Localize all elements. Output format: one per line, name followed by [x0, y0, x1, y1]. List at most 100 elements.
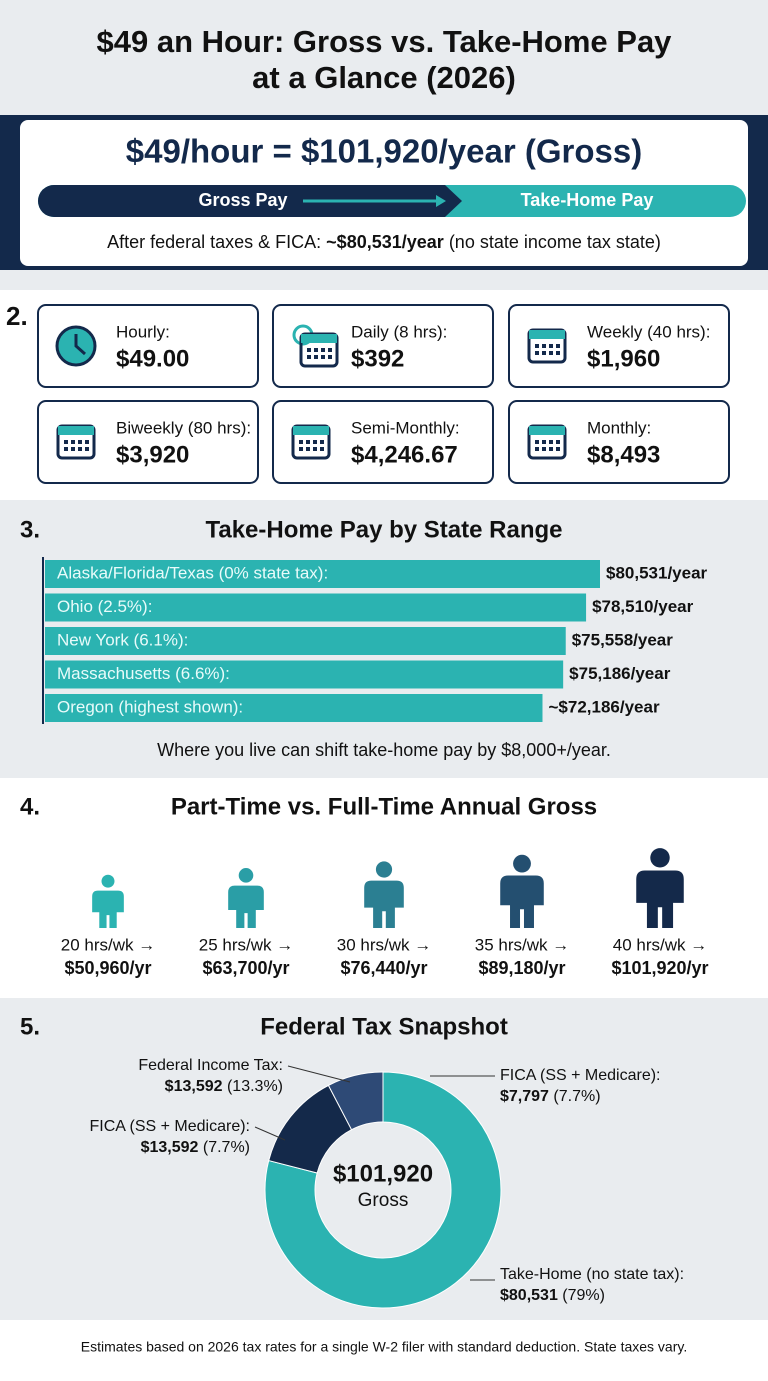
icon — [314, 355, 318, 359]
stat-card — [508, 400, 730, 484]
slice-label: Take-Home (no state tax): — [500, 1266, 684, 1283]
section-title: Part-Time vs. Full-Time Annual Gross — [171, 793, 597, 820]
icon — [299, 440, 303, 444]
icon — [74, 334, 86, 356]
icon — [306, 440, 310, 444]
person-body — [92, 890, 124, 928]
slice-percent: (7.7%) — [203, 1139, 250, 1156]
person-head — [238, 868, 254, 883]
stat-label: Monthly: — [587, 418, 651, 437]
gross-label: $89,180/yr — [478, 958, 565, 978]
gross-label: $63,700/yr — [202, 958, 289, 978]
icon — [299, 447, 303, 451]
bar-category: New York (6.1%): — [57, 630, 188, 649]
person-head — [375, 861, 393, 878]
gross-label: $76,440/yr — [340, 958, 427, 978]
slice-amount: $80,531 — [500, 1287, 558, 1304]
slice-value: $80,531 (79%) — [500, 1287, 605, 1304]
value-label: $75,186/year — [569, 664, 671, 683]
stat-value: $49.00 — [116, 345, 189, 372]
stat-card — [508, 304, 730, 388]
icon — [328, 355, 332, 359]
slice-amount: $13,592 — [141, 1139, 199, 1156]
icon — [321, 355, 325, 359]
hours-label: 30 hrs/wk → — [337, 935, 431, 954]
person-head — [513, 854, 531, 873]
person-head — [101, 874, 115, 888]
hours-label: 35 hrs/wk → — [475, 935, 569, 954]
value-label: $75,558/year — [572, 630, 674, 649]
icon — [85, 440, 89, 444]
icon — [542, 351, 546, 355]
stat-label: Hourly: — [116, 322, 170, 341]
stat-card — [37, 400, 259, 484]
section-number: 4. — [20, 793, 40, 820]
stat-label: Weekly (40 hrs): — [587, 322, 710, 341]
stat-value: $1,960 — [587, 345, 660, 372]
icon — [542, 344, 546, 348]
icon — [529, 330, 565, 339]
title: $49 an Hour: Gross vs. Take-Home Pay — [97, 24, 673, 59]
slice-value: $7,797 (7.7%) — [500, 1088, 601, 1105]
icon — [535, 344, 539, 348]
value-label: ~$72,186/year — [548, 697, 659, 716]
slice-value: $13,592 (7.7%) — [141, 1139, 250, 1156]
icon — [556, 440, 560, 444]
note-value: ~$80,531/year — [326, 232, 444, 252]
icon — [64, 447, 68, 451]
person-body — [500, 875, 544, 928]
arrow-head — [436, 195, 446, 207]
icon — [529, 426, 565, 435]
arrow-bar-left — [38, 185, 462, 217]
icon — [321, 348, 325, 352]
summary-note: After federal taxes & FICA: ~$80,531/yea… — [107, 232, 661, 252]
pie-slice — [327, 1071, 384, 1131]
gap — [0, 270, 768, 290]
icon — [306, 447, 310, 451]
slice-label: FICA (SS + Medicare): — [500, 1067, 661, 1084]
value-label: $78,510/year — [592, 597, 694, 616]
note-suffix: (no state income tax state) — [449, 232, 661, 252]
icon — [71, 447, 75, 451]
center-label: $101,920 — [333, 1160, 433, 1187]
slice-value: $13,592 (13.3%) — [165, 1078, 283, 1095]
headline: $49/hour = $101,920/year (Gross) — [126, 133, 642, 170]
icon — [313, 440, 317, 444]
slice-label: FICA (SS + Medicare): — [90, 1118, 251, 1135]
icon — [549, 344, 553, 348]
icon — [58, 426, 94, 435]
icon — [328, 348, 332, 352]
stat-label: Biweekly (80 hrs): — [116, 418, 251, 437]
icon — [535, 447, 539, 451]
slice-percent: (79%) — [562, 1287, 605, 1304]
person-body — [364, 880, 404, 928]
take-home-label: Take-Home Pay — [521, 190, 654, 210]
slice-percent: (7.7%) — [553, 1088, 600, 1105]
icon — [535, 440, 539, 444]
icon — [71, 440, 75, 444]
gross-label: Gross Pay — [198, 190, 287, 210]
pie-slice — [264, 1071, 502, 1309]
icon — [293, 426, 329, 435]
value-label: $80,531/year — [606, 563, 708, 582]
person-head — [650, 848, 670, 868]
icon — [535, 351, 539, 355]
section-number: 3. — [20, 516, 40, 543]
icon — [320, 440, 324, 444]
icon — [78, 440, 82, 444]
leader-line — [254, 1126, 286, 1141]
icon — [542, 447, 546, 451]
icon — [549, 440, 553, 444]
icon — [301, 334, 337, 343]
icon — [314, 348, 318, 352]
hours-label: 25 hrs/wk → — [199, 935, 293, 954]
icon — [85, 447, 89, 451]
bar — [45, 660, 564, 689]
section-title: Federal Tax Snapshot — [260, 1013, 508, 1040]
note-prefix: After federal taxes & FICA: — [107, 232, 321, 252]
icon — [542, 440, 546, 444]
stat-value: $4,246.67 — [351, 441, 458, 468]
leader-line — [287, 1065, 351, 1083]
center-sublabel: Gross — [358, 1190, 409, 1211]
